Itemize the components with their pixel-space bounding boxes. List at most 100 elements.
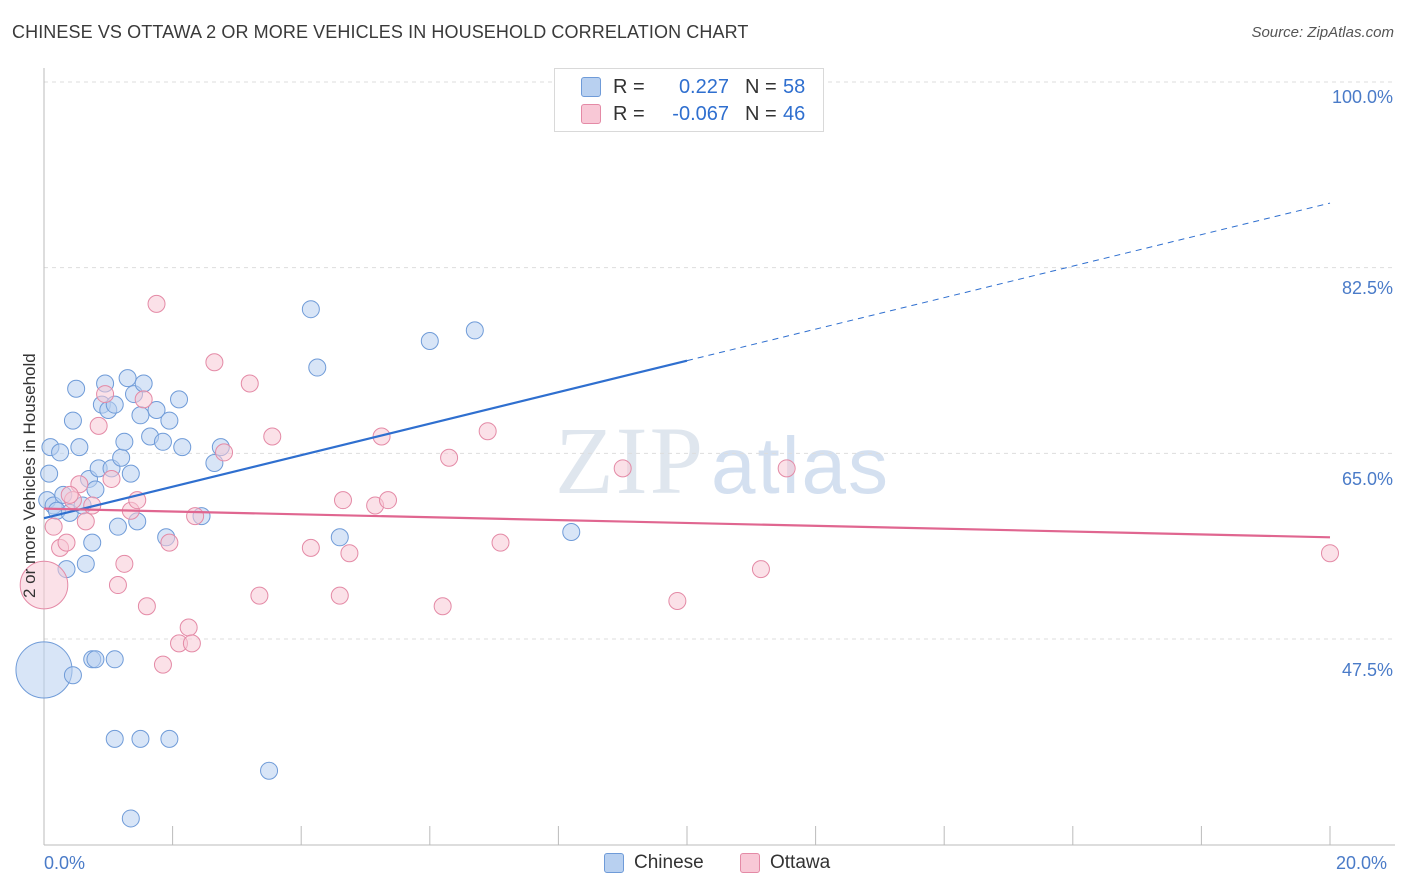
chinese-trend-extrapolation (686, 202, 1331, 362)
chinese-point (83, 533, 102, 552)
ottawa-point (102, 469, 121, 488)
chinese-point (108, 517, 127, 536)
chinese-point (51, 443, 70, 462)
chinese-point (301, 300, 320, 319)
y-tick-label: 82.5% (1341, 278, 1393, 298)
chinese-point (308, 358, 327, 377)
legend-n-label: N = (745, 102, 777, 125)
chinese-point (86, 480, 105, 499)
chinese-point (67, 379, 86, 398)
ottawa-trend-line (43, 507, 1331, 539)
ottawa-point (153, 655, 172, 674)
watermark-zip: ZIP (555, 407, 705, 514)
ottawa-point (137, 597, 156, 616)
chinese-point (330, 528, 349, 547)
y-tick-label: 100.0% (1331, 87, 1393, 107)
ottawa-point (57, 533, 76, 552)
ottawa-point (433, 597, 452, 616)
chinese-point (465, 321, 484, 340)
chinese-point (112, 448, 131, 467)
ottawa-point (19, 560, 69, 610)
ottawa-swatch (581, 104, 601, 124)
chinese-point (40, 464, 59, 483)
watermark: ZIPatlas (555, 405, 890, 516)
ottawa-point (668, 591, 687, 610)
legend-r-value: -0.067 (672, 102, 729, 125)
chinese-point (260, 761, 279, 780)
ottawa-point (777, 459, 796, 478)
x-tick-label: 0.0% (44, 853, 86, 873)
ottawa-point (1321, 544, 1339, 563)
ottawa-point (60, 485, 79, 504)
chinese-point (105, 729, 124, 748)
ottawa-point (440, 448, 459, 467)
ottawa-point (330, 586, 349, 605)
ottawa-point (186, 507, 205, 526)
legend-n-label: N = (745, 75, 777, 98)
y-axis-label: 2 or more Vehicles in Household (20, 353, 39, 598)
ottawa-point (115, 554, 134, 573)
chinese-point (115, 432, 134, 451)
chinese-point (121, 809, 140, 828)
chinese-point (105, 650, 124, 669)
ottawa-point (182, 634, 201, 653)
chinese-point (131, 406, 150, 425)
source-credit: Source: ZipAtlas.com (1251, 24, 1394, 41)
ottawa-point (44, 517, 63, 536)
chinese-point (160, 729, 179, 748)
ottawa-point (340, 544, 359, 563)
legend-r-value: 0.227 (678, 75, 729, 98)
ottawa-point (205, 353, 224, 372)
chinese-point (63, 411, 82, 430)
bottom-legend-ottawa-label: Ottawa (770, 852, 831, 873)
ottawa-point (333, 491, 352, 510)
chinese-point (131, 729, 150, 748)
bottom-legend-chinese: Chinese (604, 852, 704, 874)
chart-title: CHINESE VS OTTAWA 2 OR MORE VEHICLES IN … (12, 22, 749, 42)
chinese-point (63, 666, 82, 685)
chinese-point (160, 411, 179, 430)
ottawa-point (160, 533, 179, 552)
correlation-legend: R = 0.227 N = 58 R = -0.067 N = 46 (554, 68, 824, 132)
ottawa-point (215, 443, 234, 462)
ottawa-point (108, 576, 127, 595)
ottawa-point (96, 385, 115, 404)
chinese-point (70, 438, 89, 457)
x-tick-label: 20.0% (1336, 853, 1388, 873)
ottawa-point (613, 459, 632, 478)
ottawa-point (751, 560, 770, 579)
bottom-legend-ottawa: Ottawa (740, 852, 830, 874)
ottawa-point (263, 427, 282, 446)
ottawa-point (147, 294, 166, 313)
y-tick-label: 47.5% (1341, 660, 1393, 680)
chinese-point (147, 400, 166, 419)
chinese-point (562, 522, 581, 541)
ottawa-point (76, 512, 95, 531)
ottawa-point (250, 586, 269, 605)
ottawa-point (491, 533, 510, 552)
legend-row-ottawa: R = -0.067 N = 46 (581, 101, 823, 127)
chinese-point (420, 332, 439, 351)
chinese-swatch (604, 853, 624, 873)
chinese-point (118, 369, 137, 388)
legend-row-chinese: R = 0.227 N = 58 (581, 74, 823, 100)
legend-n-value: 46 (783, 102, 806, 125)
ottawa-point (240, 374, 259, 393)
chinese-point (86, 650, 105, 669)
chinese-point (134, 374, 153, 393)
ottawa-point (134, 390, 153, 409)
ottawa-point (301, 538, 320, 557)
chinese-trend-line (43, 359, 688, 520)
chinese-point (170, 390, 189, 409)
watermark-atlas: atlas (711, 421, 890, 510)
bottom-legend-chinese-label: Chinese (634, 852, 704, 873)
legend-r-label: R = (613, 102, 645, 125)
chinese-point (153, 432, 172, 451)
legend-n-value: 58 (783, 75, 806, 98)
chinese-point (121, 464, 140, 483)
ottawa-point (89, 416, 108, 435)
chinese-point (76, 554, 95, 573)
chinese-swatch (581, 77, 601, 97)
ottawa-swatch (740, 853, 760, 873)
